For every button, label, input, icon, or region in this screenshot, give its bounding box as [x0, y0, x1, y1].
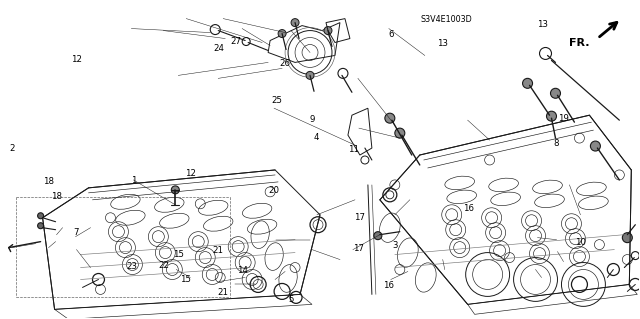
Text: 15: 15 [180, 275, 191, 284]
Text: 8: 8 [554, 139, 559, 148]
Circle shape [547, 111, 557, 121]
Circle shape [591, 141, 600, 151]
Text: FR.: FR. [569, 38, 589, 48]
Circle shape [395, 128, 405, 138]
Text: 12: 12 [70, 55, 81, 64]
Circle shape [278, 30, 286, 38]
Text: 4: 4 [314, 133, 319, 142]
Text: 2: 2 [10, 144, 15, 153]
Text: 26: 26 [280, 59, 291, 68]
Text: 5: 5 [289, 295, 294, 304]
Circle shape [522, 78, 532, 88]
Text: 21: 21 [212, 247, 223, 256]
Circle shape [38, 223, 44, 229]
Text: 16: 16 [463, 204, 474, 213]
Text: 23: 23 [126, 262, 137, 271]
Text: 22: 22 [158, 261, 169, 271]
Circle shape [306, 71, 314, 79]
Text: 18: 18 [51, 192, 62, 202]
Text: 13: 13 [437, 39, 448, 48]
Circle shape [550, 88, 561, 98]
Text: S3V4E1003D: S3V4E1003D [420, 15, 472, 24]
Text: 19: 19 [559, 114, 570, 123]
Text: 6: 6 [388, 30, 394, 39]
Circle shape [38, 213, 44, 219]
Text: 13: 13 [537, 20, 548, 29]
Circle shape [622, 233, 632, 243]
Text: 17: 17 [353, 244, 364, 253]
Text: 12: 12 [186, 169, 196, 178]
Text: 25: 25 [271, 96, 282, 105]
Text: 3: 3 [392, 241, 398, 250]
Text: 1: 1 [131, 176, 136, 185]
Circle shape [291, 19, 299, 26]
Text: 27: 27 [230, 37, 241, 46]
Text: 10: 10 [575, 238, 586, 247]
Text: 9: 9 [310, 115, 315, 124]
Text: 16: 16 [383, 281, 394, 290]
Text: 17: 17 [354, 213, 365, 222]
Text: 14: 14 [237, 266, 248, 275]
Circle shape [324, 26, 332, 34]
Text: 18: 18 [43, 177, 54, 186]
Text: 7: 7 [74, 228, 79, 237]
Circle shape [172, 186, 179, 194]
Text: 24: 24 [214, 44, 225, 54]
Text: 11: 11 [348, 145, 358, 154]
Text: 21: 21 [218, 288, 228, 297]
Text: 15: 15 [173, 250, 184, 259]
Circle shape [385, 113, 395, 123]
Circle shape [374, 232, 382, 240]
Text: 20: 20 [269, 186, 280, 195]
